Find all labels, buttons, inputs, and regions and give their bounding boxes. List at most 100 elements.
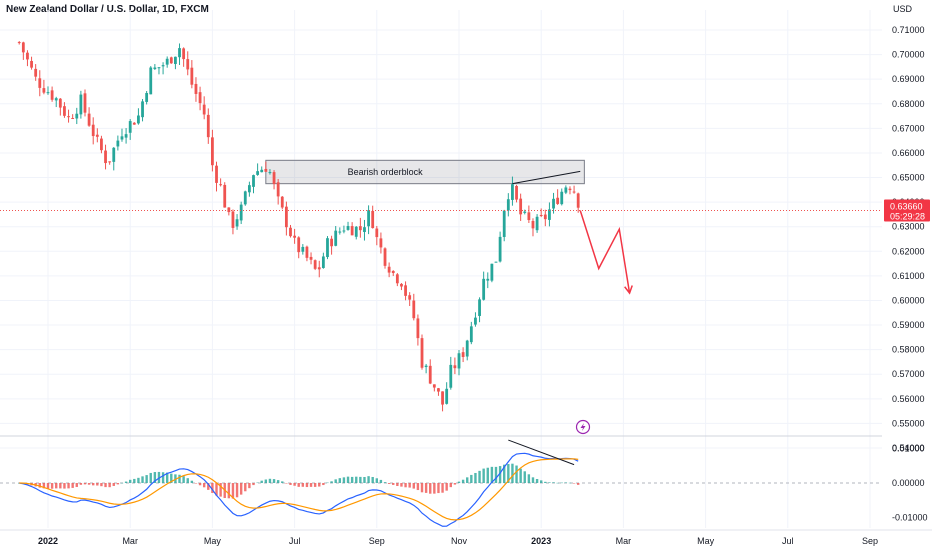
- time-tick-label: May: [204, 536, 222, 546]
- macd-histogram-bar: [83, 483, 87, 485]
- macd-histogram-bar: [568, 482, 572, 484]
- macd-histogram-bar: [564, 482, 568, 483]
- macd-histogram-bar: [63, 483, 66, 489]
- bear-candle: [441, 391, 444, 405]
- bull-candle: [511, 184, 514, 200]
- macd-histogram-bar: [297, 483, 300, 487]
- macd-histogram-bar: [153, 472, 157, 483]
- bull-candle: [157, 67, 161, 69]
- macd-histogram-bar: [433, 483, 436, 494]
- bear-candle: [211, 137, 214, 166]
- macd-histogram-bar: [552, 482, 555, 483]
- bull-candle: [523, 211, 527, 213]
- bear-candle: [91, 124, 95, 137]
- macd-histogram-bar: [322, 483, 325, 486]
- macd-histogram-bar: [190, 480, 194, 483]
- macd-histogram-bar: [116, 483, 120, 485]
- bull-candle: [321, 256, 325, 268]
- macd-histogram-bar: [260, 480, 263, 483]
- macd-histogram-bar: [531, 477, 535, 483]
- chart-title: New Zealand Dollar / U.S. Dollar, 1D, FX…: [6, 4, 209, 15]
- macd-histogram-bar: [207, 483, 210, 490]
- bear-candle: [58, 98, 62, 108]
- macd-histogram-bar: [129, 479, 132, 483]
- bull-candle: [174, 56, 177, 65]
- bear-candle: [371, 210, 375, 229]
- macd-histogram-bar: [42, 483, 46, 489]
- price-tick-label: 0.71000: [892, 25, 925, 35]
- last-price-tag: [884, 199, 930, 222]
- bull-candle: [346, 226, 350, 230]
- bear-candle: [572, 191, 576, 193]
- macd-histogram-bar: [416, 483, 420, 491]
- bear-candle: [194, 83, 198, 94]
- macd-histogram-bar: [387, 483, 391, 484]
- bear-candle: [383, 248, 387, 266]
- macd-histogram-bar: [50, 483, 54, 489]
- bear-candle: [198, 92, 202, 104]
- bear-candle: [400, 283, 403, 287]
- macd-histogram-bar: [268, 478, 272, 483]
- bull-candle: [445, 388, 449, 404]
- bear-candle: [169, 57, 173, 64]
- bull-candle: [128, 121, 132, 133]
- bull-candle: [239, 204, 243, 221]
- macd-histogram-bar: [375, 478, 378, 483]
- time-tick-label: Jul: [289, 536, 301, 546]
- lightning-icon[interactable]: [575, 419, 591, 435]
- macd-histogram-bar: [55, 483, 58, 489]
- bull-candle: [145, 92, 149, 102]
- price-tick-label: 0.59000: [892, 320, 925, 330]
- bear-candle: [215, 165, 218, 183]
- bull-candle: [342, 230, 346, 232]
- time-tick-label: 2022: [38, 536, 58, 546]
- bull-candle: [256, 171, 260, 175]
- macd-histogram-bar: [412, 483, 415, 489]
- macd-histogram-bar: [289, 483, 292, 485]
- bear-candle: [313, 260, 317, 269]
- macd-histogram-bar: [227, 483, 231, 499]
- bull-candle: [564, 187, 568, 193]
- time-tick-label: Mar: [616, 536, 632, 546]
- bull-candle: [560, 191, 564, 205]
- orderblock-label: Bearish orderblock: [348, 167, 424, 177]
- macd-histogram-bar: [124, 481, 128, 483]
- bull-candle: [449, 364, 453, 388]
- time-tick-label: Jul: [782, 536, 794, 546]
- macd-histogram-bar: [560, 482, 563, 484]
- bull-candle: [338, 231, 342, 233]
- macd-histogram-bar: [359, 476, 362, 483]
- time-tick-label: Nov: [451, 536, 468, 546]
- macd-histogram-bar: [572, 483, 576, 484]
- macd-histogram-bar: [104, 483, 107, 488]
- macd-tick-label: 0.01000: [892, 443, 925, 453]
- macd-histogram-bar: [396, 483, 399, 487]
- bear-candle: [42, 88, 46, 93]
- bear-candle: [83, 93, 87, 113]
- macd-histogram-bar: [235, 483, 239, 498]
- bear-candle: [284, 206, 288, 228]
- macd-histogram-bar: [498, 466, 502, 483]
- macd-histogram-bar: [449, 483, 452, 488]
- bull-candle: [486, 278, 490, 281]
- time-axis: 2022 Mar May Jul Sep Nov 2023 Mar May Jul Sep: [38, 536, 878, 546]
- bear-candle: [515, 185, 518, 200]
- macd-histogram-bar: [194, 483, 198, 484]
- macd-histogram-bar: [318, 483, 321, 487]
- price-tick-label: 0.56000: [892, 394, 925, 404]
- bull-candle: [552, 198, 555, 209]
- bear-candle: [34, 68, 38, 77]
- bear-candle: [375, 228, 379, 238]
- macd-histogram-bar: [38, 483, 41, 488]
- price-tick-label: 0.54000: [892, 443, 925, 453]
- macd-histogram-bar: [87, 483, 91, 485]
- macd-histogram-bar: [202, 483, 206, 488]
- bear-candle: [437, 388, 440, 392]
- currency-label: USD: [893, 4, 913, 14]
- bull-candle: [535, 216, 539, 231]
- projection-arrow: [579, 210, 631, 294]
- price-tick-label: 0.67000: [892, 123, 925, 133]
- bear-candle: [297, 237, 301, 253]
- bear-candle: [223, 184, 227, 208]
